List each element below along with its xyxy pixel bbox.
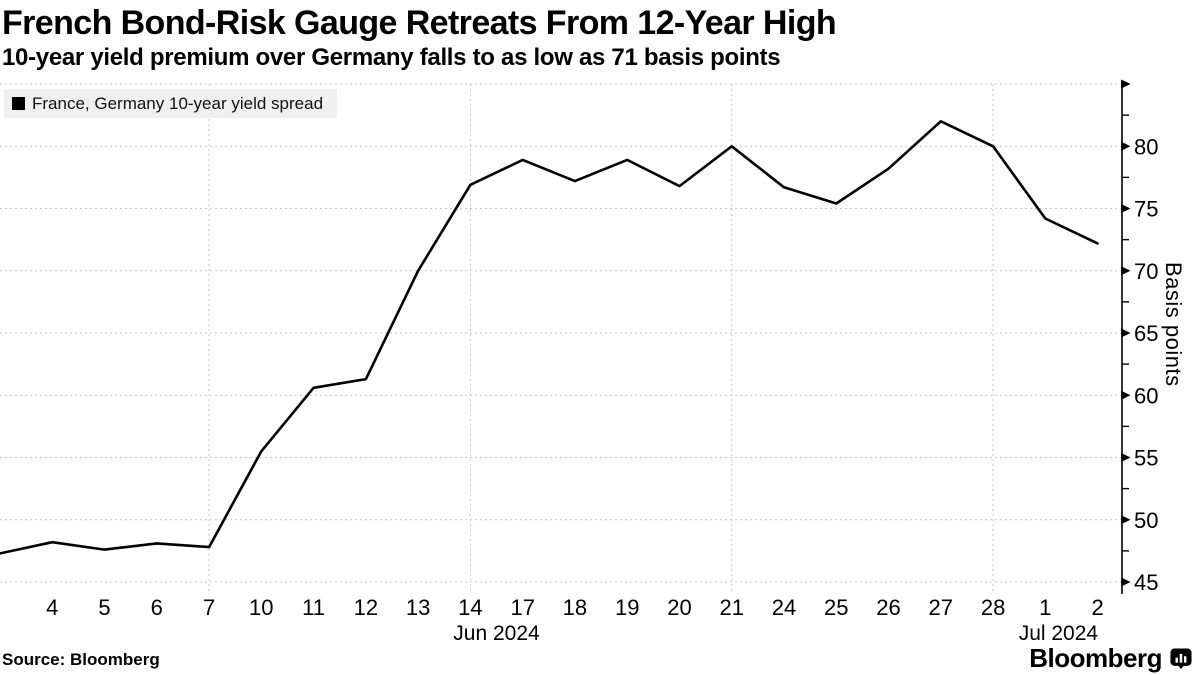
y-tick-label: 50 (1134, 508, 1158, 533)
x-tick-label: 13 (406, 595, 430, 620)
y-major-tick (1121, 141, 1131, 151)
y-major-tick (1121, 328, 1131, 338)
y-axis-ticks: 45 50 55 60 65 70 75 80 (1121, 79, 1158, 595)
y-major-tick (1121, 515, 1131, 525)
spread-line (0, 120, 1099, 555)
x-tick-label: 10 (249, 595, 273, 620)
legend-label: France, Germany 10-year yield spread (32, 93, 324, 113)
chart-title: French Bond-Risk Gauge Retreats From 12-… (2, 4, 837, 42)
x-tick-label: 27 (929, 595, 953, 620)
y-major-tick (1121, 577, 1131, 587)
x-tick-label: 19 (615, 595, 639, 620)
x-tick-label: 6 (151, 595, 163, 620)
y-tick-label: 75 (1134, 197, 1158, 222)
gridlines (0, 83, 1122, 592)
x-tick-label: 28 (981, 595, 1005, 620)
x-tick-label: 5 (98, 595, 110, 620)
x-tick-label: 26 (876, 595, 900, 620)
x-tick-label: 11 (302, 595, 325, 620)
x-tick-label: 1 (1039, 595, 1051, 620)
x-tick-label: 20 (667, 595, 691, 620)
legend: France, Germany 10-year yield spread (4, 89, 338, 118)
x-tick-label: 17 (510, 595, 534, 620)
bloomberg-wordmark: Bloomberg (1029, 643, 1162, 673)
x-tick-label: 21 (719, 595, 743, 620)
y-tick-label: 65 (1134, 321, 1158, 346)
x-axis-labels: 4 5 6 7 10 11 12 13 14 17 18 19 20 21 24 25 26 27 28 1 2Jun … (46, 595, 1104, 645)
y-tick-label: 60 (1134, 383, 1158, 408)
y-major-tick (1121, 453, 1131, 462)
chart-subtitle: 10-year yield premium over Germany falls… (2, 44, 781, 71)
x-tick-label: 24 (772, 595, 796, 620)
y-tick-label: 45 (1134, 570, 1158, 595)
bloomberg-logo: Bloomberg (1029, 643, 1192, 674)
x-tick-label: 14 (458, 595, 482, 620)
x-month-caption: Jul 2024 (1019, 622, 1099, 645)
x-tick-label: 12 (354, 595, 378, 620)
y-tick-label: 80 (1134, 134, 1158, 159)
y-tick-label: 55 (1134, 446, 1158, 471)
x-tick-label: 25 (824, 595, 848, 620)
legend-swatch-icon (12, 97, 25, 110)
x-month-caption: Jun 2024 (453, 622, 540, 645)
bloomberg-terminal-icon (1170, 647, 1192, 669)
x-tick-label: 7 (203, 595, 215, 620)
y-major-tick (1121, 79, 1131, 89)
y-major-tick (1121, 204, 1131, 213)
x-tick-label: 2 (1091, 595, 1103, 620)
x-tick-label: 4 (46, 595, 58, 620)
y-major-tick (1121, 390, 1131, 400)
y-axis-title: Basis points (1161, 262, 1186, 387)
y-tick-label: 70 (1134, 259, 1158, 284)
source-note: Source: Bloomberg (2, 650, 160, 669)
x-tick-label: 18 (563, 595, 587, 620)
y-major-tick (1121, 266, 1131, 276)
